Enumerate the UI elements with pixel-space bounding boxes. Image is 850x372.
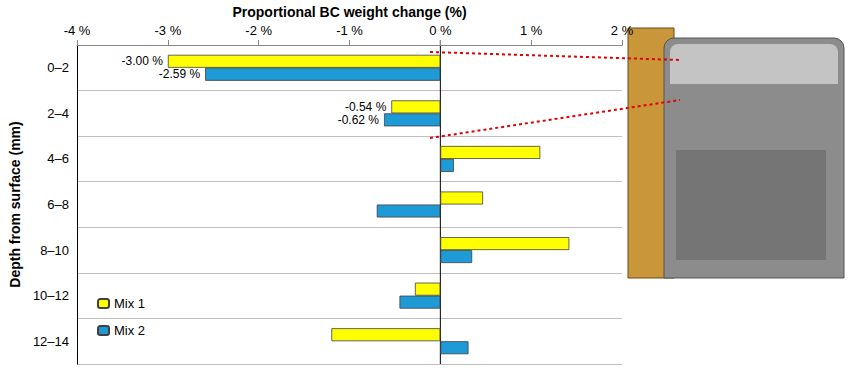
svg-text:Mix 2: Mix 2 (114, 323, 145, 338)
svg-text:-2.59 %: -2.59 % (159, 67, 201, 81)
svg-text:2 %: 2 % (611, 23, 634, 38)
svg-text:-4 %: -4 % (64, 23, 91, 38)
svg-text:12–14: 12–14 (33, 334, 69, 349)
svg-text:-1 %: -1 % (336, 23, 363, 38)
svg-text:6–8: 6–8 (47, 197, 69, 212)
svg-text:Mix 1: Mix 1 (114, 296, 145, 311)
svg-text:-0.62 %: -0.62 % (338, 113, 380, 127)
svg-text:2–4: 2–4 (47, 106, 69, 121)
svg-text:-3 %: -3 % (155, 23, 182, 38)
svg-text:4–6: 4–6 (47, 151, 69, 166)
svg-text:-3.00 %: -3.00 % (122, 54, 164, 68)
svg-text:0–2: 0–2 (47, 60, 69, 75)
svg-text:0 %: 0 % (429, 23, 452, 38)
svg-text:-2 %: -2 % (245, 23, 272, 38)
svg-text:-0.54 %: -0.54 % (345, 100, 387, 114)
svg-text:Depth from surface (mm): Depth from surface (mm) (7, 121, 23, 287)
svg-text:10–12: 10–12 (33, 288, 69, 303)
svg-text:Proportional BC weight change: Proportional BC weight change (%) (232, 4, 466, 20)
svg-text:8–10: 8–10 (40, 243, 69, 258)
svg-text:1 %: 1 % (520, 23, 543, 38)
